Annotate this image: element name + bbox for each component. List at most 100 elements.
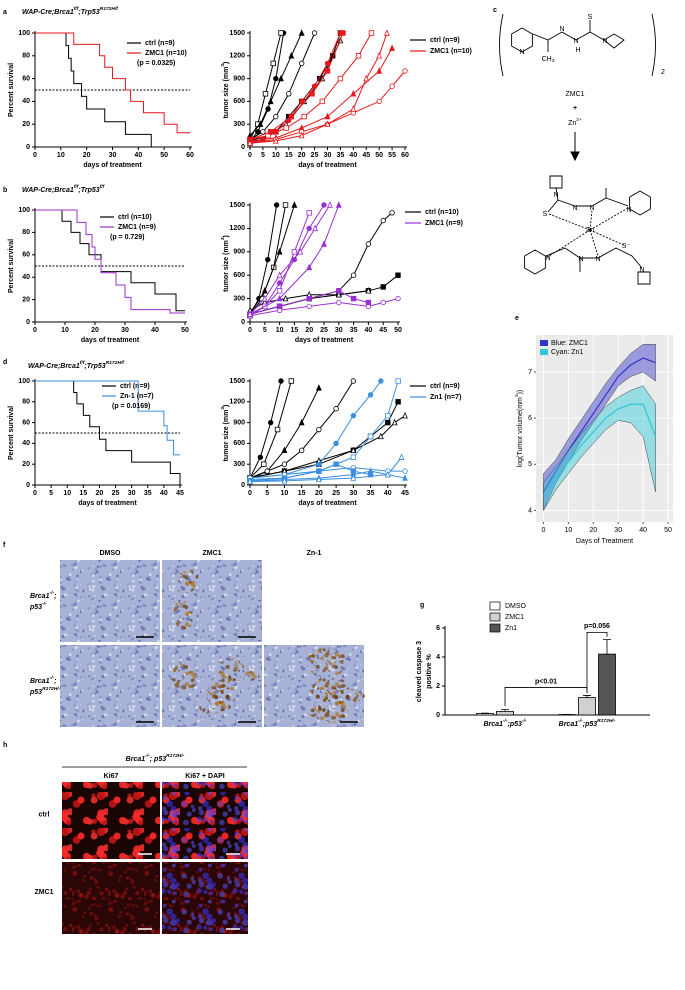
point <box>367 471 374 478</box>
tumor-line <box>249 463 371 482</box>
row-label: Brca1-/-; <box>30 590 56 600</box>
point <box>350 412 357 419</box>
point <box>398 453 405 460</box>
y-tick-label: 80 <box>22 53 30 60</box>
x-axis-title: days of treatment <box>298 500 357 507</box>
point <box>377 432 384 440</box>
micrograph <box>60 560 160 642</box>
column-header: DMSO <box>100 550 122 557</box>
point <box>389 44 396 51</box>
point <box>265 256 271 263</box>
tumor-line <box>249 380 282 479</box>
compound-name: ZMC1 <box>565 91 584 98</box>
row-label-part: Brca1 <box>30 678 50 685</box>
point <box>363 74 370 82</box>
row-label-part: R172H/- <box>42 686 61 692</box>
point <box>333 461 339 467</box>
x-tick-label: 40 <box>134 152 142 159</box>
legend-swatch <box>489 601 501 611</box>
point <box>247 310 253 317</box>
point <box>380 299 386 306</box>
y-axis-title-part: ) <box>223 62 230 64</box>
genotype-title-part: ;Trp53 <box>78 187 99 194</box>
x-tick-label: 0 <box>542 527 546 534</box>
x-tick-label: 15 <box>285 152 293 159</box>
y-tick-label: 300 <box>233 121 245 128</box>
panel-label: b <box>3 187 7 194</box>
y-tick-label: 0 <box>241 144 245 151</box>
bond <box>499 13 504 77</box>
point <box>321 202 327 208</box>
tumor-line <box>249 470 406 483</box>
row-label-part: Brca1 <box>30 593 50 600</box>
point <box>298 29 305 36</box>
y-axis-title: Percent survival <box>8 63 15 117</box>
atom-label: N <box>639 267 644 274</box>
point <box>261 294 268 302</box>
legend-label: ZMC1 (n=10) <box>430 48 472 55</box>
x-tick-label: 30 <box>128 490 136 497</box>
x-tick-label: 10 <box>63 490 71 497</box>
y-axis-title-part: tumor size (mm <box>223 67 230 119</box>
legend-swatch <box>489 612 501 622</box>
point <box>335 201 342 208</box>
y-axis-title: cleaved caspase 3 <box>416 641 423 702</box>
x-tick-label: 10 <box>276 327 284 334</box>
x-axis-title: days of treatment <box>81 337 140 344</box>
y-axis-title-part: 3 <box>220 237 226 240</box>
point <box>391 418 398 426</box>
y-tick-label: 80 <box>22 229 30 236</box>
survival-curve <box>35 380 180 456</box>
x-tick-label-part: ;p53 <box>508 721 523 728</box>
y-axis-title-part: ) <box>223 235 230 237</box>
y-axis-title: Percent survival <box>8 406 15 460</box>
y-tick-label: 900 <box>233 419 245 426</box>
point <box>274 426 281 433</box>
plot-background <box>536 335 673 522</box>
point <box>281 446 288 454</box>
y-tick-label: 60 <box>22 75 30 82</box>
atom-label: N <box>545 255 550 262</box>
x-tick-label: 30 <box>109 152 117 159</box>
x-tick-label: 50 <box>160 152 168 159</box>
x-axis-title: days of treatment <box>295 337 354 344</box>
y-tick-label: 20 <box>22 121 30 128</box>
legend-label: ctrl (n=9) <box>430 37 460 44</box>
column-header: Zn-1 <box>307 550 322 557</box>
tumor-line <box>249 380 292 479</box>
y-tick-label: 60 <box>22 419 30 426</box>
legend-label: Zn-1 (n=7) <box>120 393 154 400</box>
point <box>316 468 322 474</box>
x-tick-label: 5 <box>263 327 267 334</box>
y-axis-title-part: 3 <box>514 394 520 397</box>
panel-title-part: ; p53 <box>150 756 166 763</box>
x-tick-label: 40 <box>639 527 647 534</box>
legend-label: ctrl (n=9) <box>120 383 150 390</box>
stain <box>219 679 236 701</box>
x-tick-label: 10 <box>61 327 69 334</box>
point <box>380 217 386 224</box>
bar <box>496 710 514 716</box>
point <box>288 378 295 384</box>
p-value: p=0.056 <box>584 623 610 630</box>
point <box>281 477 288 484</box>
y-axis-title-part: 3 <box>220 64 226 67</box>
bond <box>524 249 546 275</box>
bond <box>549 175 563 189</box>
point <box>298 98 305 105</box>
genotype-title-part: R172H/f <box>100 6 120 12</box>
legend-label: Blue: ZMC1 <box>551 340 588 347</box>
x-tick-label: 25 <box>112 490 120 497</box>
row-label-part: p53 <box>29 689 42 696</box>
point <box>378 378 384 384</box>
bond <box>532 31 605 41</box>
legend-label: ctrl (n=10) <box>425 209 459 216</box>
y-tick-label: 4 <box>436 654 440 661</box>
bond <box>603 33 625 49</box>
x-tick-label: 25 <box>311 152 319 159</box>
point <box>312 224 319 232</box>
significance-bracket <box>586 631 608 692</box>
stain <box>218 658 245 683</box>
plus: + <box>573 105 577 112</box>
